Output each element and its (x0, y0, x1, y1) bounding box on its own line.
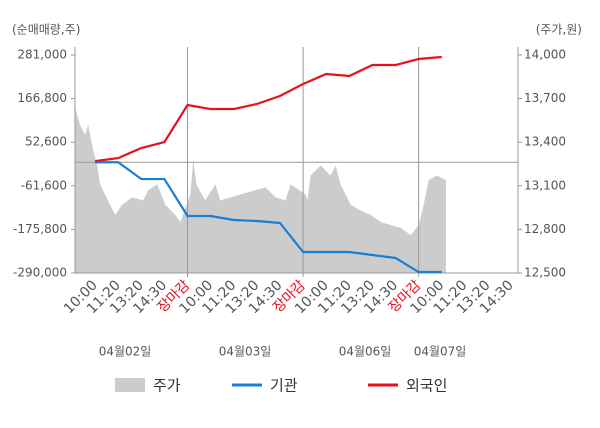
y2-tick-label: 13,700 (524, 91, 566, 105)
y2-axis-label: (주가,원) (536, 23, 582, 37)
y2-tick-label: 13,100 (524, 178, 566, 192)
y2-tick-label: 13,400 (524, 135, 566, 149)
y2-tick-label: 12,500 (524, 266, 566, 280)
y-tick-label: 281,000 (17, 48, 67, 62)
y2-tick-label: 12,800 (524, 222, 566, 236)
y-tick-label: -61,600 (21, 178, 67, 192)
legend-label: 기관 (270, 377, 298, 395)
y-tick-label: 52,600 (25, 135, 67, 149)
y2-tick-label: 14,000 (524, 48, 566, 62)
y-tick-label: -290,000 (13, 266, 67, 280)
date-label: 04월03일 (219, 345, 272, 359)
y-tick-label: -175,800 (13, 222, 67, 236)
legend-swatch (115, 378, 145, 392)
y-tick-label: 166,800 (17, 91, 67, 105)
price-area (75, 107, 446, 273)
legend-label: 외국인 (406, 377, 447, 395)
date-label: 04월07일 (414, 345, 467, 359)
legend-label: 주가 (153, 377, 181, 395)
y-axis-label: (순매매량,주) (12, 23, 80, 37)
date-label: 04월06일 (339, 345, 392, 359)
series-line (95, 161, 442, 274)
series-line (94, 55, 442, 163)
date-label: 04월02일 (99, 345, 152, 359)
